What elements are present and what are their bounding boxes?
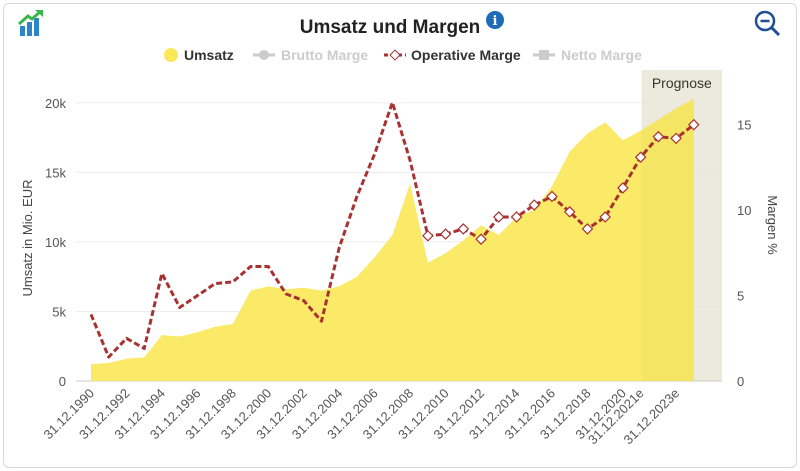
operative-marge-point	[563, 206, 576, 218]
operative-marge-point	[528, 199, 541, 211]
y-tick-label: 20k	[45, 96, 66, 111]
y-tick-label: 5k	[52, 304, 66, 319]
umsatz-area-layer	[91, 70, 722, 381]
y2-tick-label: 0	[737, 374, 744, 389]
y2-tick-label: 15	[737, 118, 751, 133]
forecast-tint	[641, 70, 722, 381]
operative-marge-point	[475, 233, 487, 245]
operative-marge-point	[581, 223, 594, 235]
legend-item-brutto-marge[interactable]: Brutto Marge	[253, 47, 368, 63]
operative-marge-line	[89, 101, 695, 359]
zoom-out-icon[interactable]	[754, 10, 781, 37]
operative-marge-point	[546, 190, 558, 203]
y-tick-label: 0	[59, 374, 66, 389]
svg-text:Brutto Marge: Brutto Marge	[281, 47, 368, 63]
operative-marge-point	[510, 211, 523, 223]
legend: Umsatz Brutto Marge Operative Marge Nett…	[164, 47, 642, 63]
chart-title: Umsatz und Margen	[300, 17, 481, 38]
umsatz-area	[91, 98, 694, 381]
svg-text:i: i	[493, 14, 498, 29]
info-icon[interactable]: i	[486, 11, 504, 29]
svg-text:Operative Marge: Operative Marge	[411, 47, 521, 63]
operative-marge-point	[617, 182, 629, 194]
operative-marge-line-layer	[89, 101, 700, 359]
y-tick-label: 10k	[45, 235, 66, 250]
operative-marge-point	[422, 229, 434, 242]
operative-marge-point	[634, 151, 647, 163]
operative-marge-point	[492, 211, 505, 223]
chart-growth-icon[interactable]	[18, 9, 43, 36]
legend-item-operative-marge[interactable]: Operative Marge	[384, 47, 521, 63]
y-tick-label: 15k	[45, 165, 66, 180]
svg-text:Umsatz: Umsatz	[184, 47, 234, 63]
svg-text:Netto Marge: Netto Marge	[561, 47, 642, 63]
y2-axis-title: Margen %	[765, 195, 780, 255]
operative-marge-point	[688, 118, 700, 131]
forecast-label: Prognose	[652, 75, 712, 91]
operative-marge-point	[652, 130, 665, 143]
y-axis-title: Umsatz in Mio. EUR	[20, 179, 35, 296]
legend-item-netto-marge[interactable]: Netto Marge	[533, 47, 642, 63]
operative-marge-point	[457, 223, 470, 235]
operative-marge-point	[439, 228, 452, 240]
y2-tick-label: 5	[737, 289, 744, 304]
operative-marge-point	[670, 132, 682, 145]
y2-tick-label: 10	[737, 203, 751, 218]
legend-item-umsatz[interactable]: Umsatz	[164, 47, 234, 63]
operative-marge-point	[599, 211, 611, 223]
